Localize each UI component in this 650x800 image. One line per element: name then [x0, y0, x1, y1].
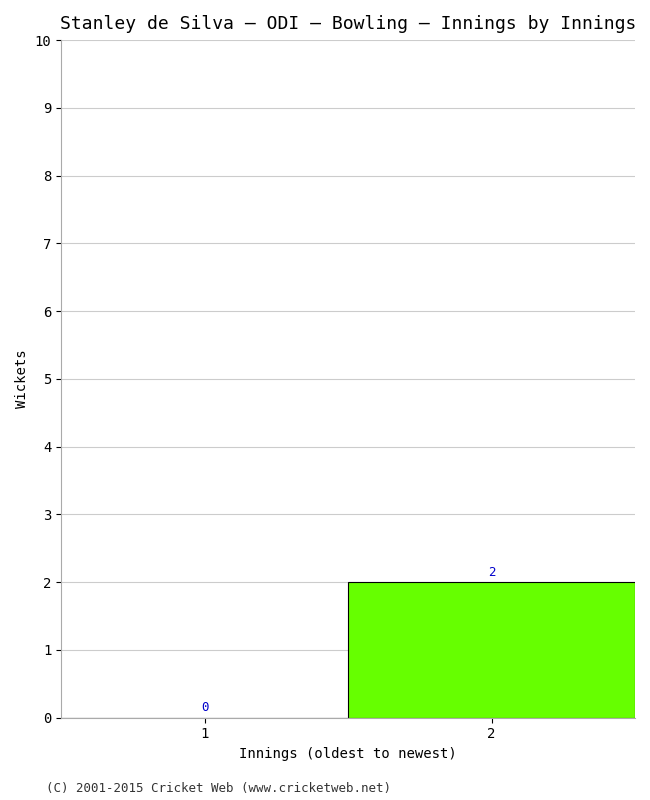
Y-axis label: Wickets: Wickets: [15, 350, 29, 408]
Bar: [348, 582, 635, 718]
Text: 2: 2: [488, 566, 495, 579]
X-axis label: Innings (oldest to newest): Innings (oldest to newest): [239, 747, 457, 761]
Text: 0: 0: [201, 702, 208, 714]
Title: Stanley de Silva – ODI – Bowling – Innings by Innings: Stanley de Silva – ODI – Bowling – Innin…: [60, 15, 636, 33]
Text: (C) 2001-2015 Cricket Web (www.cricketweb.net): (C) 2001-2015 Cricket Web (www.cricketwe…: [46, 782, 391, 795]
